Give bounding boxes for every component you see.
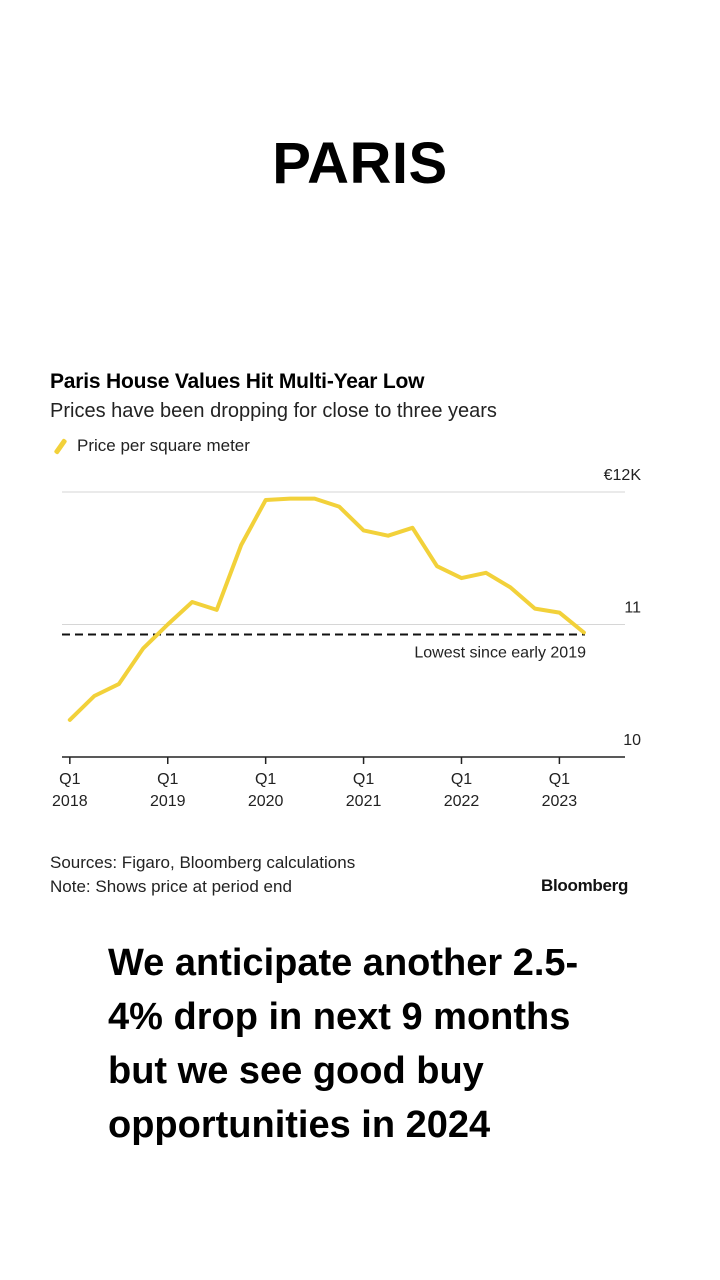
chart-sources: Sources: Figaro, Bloomberg calculations [50,853,356,872]
x-tick-label: Q1 [157,771,178,788]
x-tick-label: Q1 [255,771,276,788]
y-tick-label: 11 [624,600,641,617]
chart-legend: Price per square meter [50,436,250,456]
bloomberg-logo: Bloomberg [541,876,629,895]
x-tick-label: Q1 [451,771,472,788]
x-tick-label: Q1 [549,771,570,788]
chart-title: Paris House Values Hit Multi-Year Low [50,370,425,393]
x-tick-label: 2021 [346,793,382,810]
chart-note: Note: Shows price at period end [50,877,292,896]
page-heading: PARIS [272,131,448,196]
y-tick-label: €12K [604,467,642,484]
x-tick-label: Q1 [59,771,80,788]
series-line-price [67,496,586,722]
legend-label: Price per square meter [77,436,250,455]
x-tick-label: 2020 [248,793,284,810]
reference-label: Lowest since early 2019 [414,644,586,661]
commentary-text: We anticipate another 2.5-4% drop in nex… [108,942,579,1146]
x-tick-label: 2023 [542,793,578,810]
x-tick-label: 2022 [444,793,480,810]
line-chart: €12K 11 10 Q1 2018 Q1 2019 Q1 2020 Q1 2021 Q1 2022 Q1… [52,467,642,810]
x-tick-label: 2019 [150,793,186,810]
legend-swatch [53,437,68,455]
x-tick-label: 2018 [52,793,88,810]
y-tick-label: 10 [623,732,641,749]
x-tick-label: Q1 [353,771,374,788]
chart-subtitle: Prices have been dropping for close to t… [50,400,497,422]
